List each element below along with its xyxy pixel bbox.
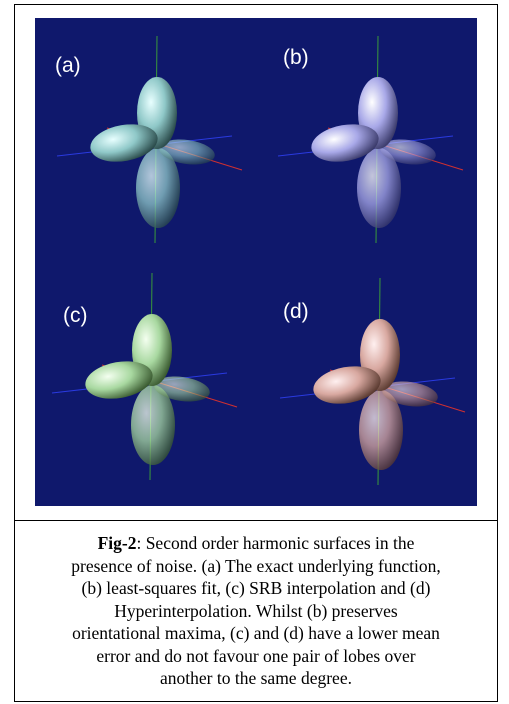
- render-area: [35, 18, 477, 506]
- caption-line: Hyperinterpolation. Whilst (b) preserves: [15, 600, 497, 623]
- panel-label: (d): [283, 300, 309, 323]
- caption-text: presence of noise. (a) The exact underly…: [71, 556, 440, 576]
- panel-label: (c): [63, 304, 88, 327]
- panel-label: (a): [55, 54, 81, 77]
- caption-text: Hyperinterpolation. Whilst (b) preserves: [114, 601, 398, 621]
- caption-text: error and do not favour one pair of lobe…: [96, 646, 415, 666]
- caption-text: : Second order harmonic surfaces in the: [136, 533, 414, 553]
- caption-label: Fig-2: [98, 533, 137, 553]
- panel-label: (b): [283, 46, 309, 69]
- caption-line: (b) least-squares fit, (c) SRB interpola…: [15, 577, 497, 600]
- page: (a) (b) (c) (d) Fig-2: Second order harmoni…: [0, 0, 509, 704]
- caption-line: Fig-2: Second order harmonic surfaces in…: [15, 532, 497, 555]
- caption-text: (b) least-squares fit, (c) SRB interpola…: [82, 578, 431, 598]
- caption-line: another to the same degree.: [15, 667, 497, 690]
- caption: Fig-2: Second order harmonic surfaces in…: [15, 532, 497, 690]
- caption-line: presence of noise. (a) The exact underly…: [15, 555, 497, 578]
- caption-line: error and do not favour one pair of lobe…: [15, 645, 497, 668]
- caption-text: orientational maxima, (c) and (d) have a…: [72, 623, 440, 643]
- caption-text: another to the same degree.: [160, 668, 352, 688]
- caption-line: orientational maxima, (c) and (d) have a…: [15, 622, 497, 645]
